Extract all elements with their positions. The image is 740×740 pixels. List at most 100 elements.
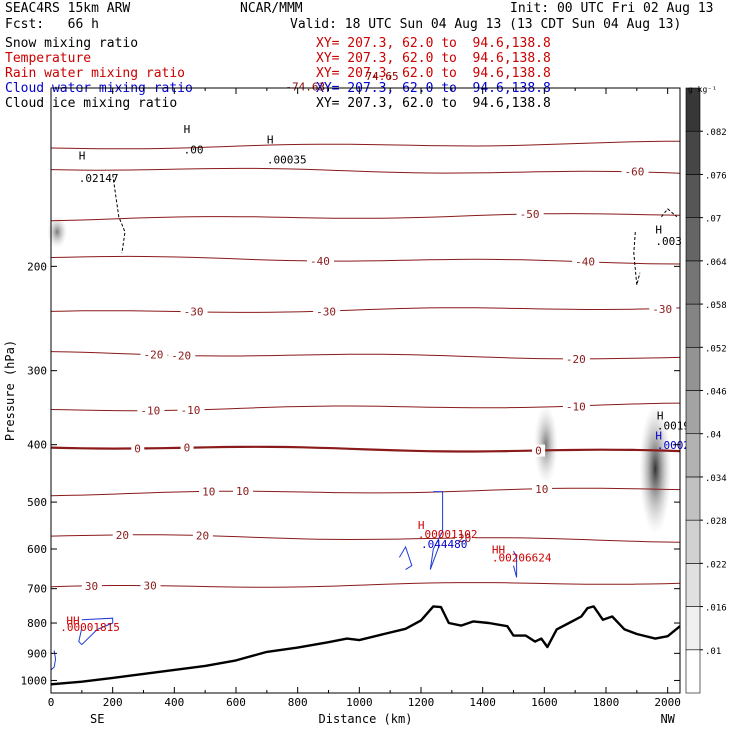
isotherm-label: -30 <box>316 305 336 318</box>
x-tick-label: 1000 <box>346 696 373 709</box>
y-tick-label: 400 <box>27 439 47 452</box>
ice-contour <box>112 174 126 254</box>
isotherm-label-bg <box>621 165 649 178</box>
colorbar-cell <box>685 130 701 175</box>
terrain-line <box>50 605 681 686</box>
field-name-cloud-ice: Cloud ice mixing ratio <box>5 96 178 111</box>
cloud-water-contour <box>398 545 413 571</box>
ice-contour <box>661 208 678 218</box>
cloud-water-contour <box>513 550 518 578</box>
isotherm-label-bg <box>112 528 133 541</box>
isotherm-label: -40 <box>575 255 595 268</box>
y-tick-label: 800 <box>27 617 47 630</box>
valid-time: Valid: 18 UTC Sun 04 Aug 13 (13 CDT Sun … <box>290 17 682 32</box>
snow-blob <box>47 215 68 248</box>
isotherm-line <box>50 167 681 174</box>
isotherm-label: -20 <box>171 349 191 362</box>
colorbar-cell <box>685 87 701 132</box>
x-tick-label: 0 <box>48 696 55 709</box>
isotherm-label: 30 <box>144 580 157 593</box>
isotherm-label: 0 <box>535 445 542 458</box>
isotherm-label-bg <box>562 352 590 365</box>
colorbar-label: .082 <box>705 128 727 138</box>
snow-blob <box>533 404 558 485</box>
colorbar-cell <box>685 606 701 651</box>
colorbar-label: .01 <box>705 647 721 657</box>
max-annotation: H <box>655 223 662 236</box>
colorbar-label: .016 <box>705 604 727 614</box>
isotherm-label: -10 <box>181 404 201 417</box>
colorbar-label: .034 <box>705 474 727 484</box>
x-tick-label: 1200 <box>408 696 435 709</box>
isotherms: -60 -50 -40 -40 -30 -30 -30 -20 -20 -20 -10 -10 -10 0… <box>50 140 681 593</box>
isotherm-label: 20 <box>116 529 129 542</box>
colorbar-label: .04 <box>705 431 721 441</box>
isotherm-label-bg <box>562 400 590 413</box>
max-annotation: .00035 <box>267 153 307 166</box>
colorbar-cell <box>685 260 701 305</box>
max-annotation: .00001815 <box>60 621 120 634</box>
max-annotation: .02147 <box>79 172 119 185</box>
max-annotation: H <box>657 410 664 423</box>
model-name: SEAC4RS 15km ARW <box>5 1 131 16</box>
max-annotation: -74.63 <box>285 81 325 94</box>
init-time: Init: 00 UTC Fri 02 Aug 13 <box>510 1 714 16</box>
y-tick-label: 200 <box>27 260 47 273</box>
isotherm-label-bg <box>307 254 334 267</box>
isotherm-label: 10 <box>202 485 215 498</box>
colorbar-label: .046 <box>705 388 727 398</box>
isotherm-label-bg <box>177 404 205 417</box>
isotherm-line <box>50 487 681 497</box>
max-annotation: H <box>655 429 662 442</box>
isotherm-label-bg <box>140 348 168 361</box>
isotherm-label: -50 <box>520 208 540 221</box>
field-xy-cloud-ice: XY= 207.3, 62.0 to 94.6,138.8 <box>316 96 551 111</box>
max-annotation: .00206624 <box>492 552 552 565</box>
isotherm-label: -10 <box>566 400 586 413</box>
annotations: H.02147H.00H.00035-74.6374.65H.003H.0019… <box>60 70 690 634</box>
y-tick-label: 900 <box>27 647 47 660</box>
y-tick-label: 300 <box>27 365 47 378</box>
colorbar-label: .064 <box>705 258 727 268</box>
colorbar-label: .076 <box>705 171 727 181</box>
snow-shading <box>47 215 672 535</box>
isotherm-label-bg <box>532 444 546 457</box>
isotherm-label: 0 <box>134 443 141 456</box>
field-xy-rain: XY= 207.3, 62.0 to 94.6,138.8 <box>316 66 551 81</box>
isotherm-line <box>50 445 681 453</box>
isotherm-label-bg <box>532 482 553 495</box>
colorbar-cell <box>685 476 701 521</box>
isotherm-label: -20 <box>144 348 164 361</box>
colorbar-cell <box>685 174 701 218</box>
isotherm-label: -20 <box>566 353 586 366</box>
max-annotation: HH <box>66 615 79 628</box>
colorbar-label: .022 <box>705 560 727 570</box>
colorbar-unit: g kg⁻¹ <box>688 85 717 94</box>
field-xy-temperature: XY= 207.3, 62.0 to 94.6,138.8 <box>316 51 551 66</box>
terrain <box>50 605 681 686</box>
cloud-water-contours <box>50 174 678 671</box>
isotherm-label-bg <box>233 485 253 498</box>
y-tick-label: 1000 <box>21 674 48 687</box>
isotherm-label-bg <box>180 441 194 454</box>
x-tick-label: 800 <box>288 696 308 709</box>
isotherm-label: 10 <box>535 483 548 496</box>
isotherm-label-bg <box>81 579 102 592</box>
max-annotation: H <box>184 123 191 136</box>
isotherm-label-bg <box>455 531 475 544</box>
isotherm-label: 0 <box>184 442 191 455</box>
x-tick-label: 200 <box>103 696 123 709</box>
cloud-water-contour <box>78 617 114 646</box>
max-annotation: H <box>267 133 274 146</box>
isotherm-label-bg <box>137 404 165 417</box>
isotherm-label: -40 <box>310 255 330 268</box>
colorbar-label: .052 <box>705 344 727 354</box>
colorbar-label: .028 <box>705 517 727 527</box>
colorbar-cell <box>685 303 701 348</box>
isotherm-label: 10 <box>236 485 249 498</box>
x-end-label-right: NW <box>660 712 675 726</box>
colorbar-cell <box>685 217 701 262</box>
colorbar-cell <box>685 563 701 607</box>
field-name-temperature: Temperature <box>5 51 92 66</box>
max-annotation: .003 <box>655 235 682 248</box>
